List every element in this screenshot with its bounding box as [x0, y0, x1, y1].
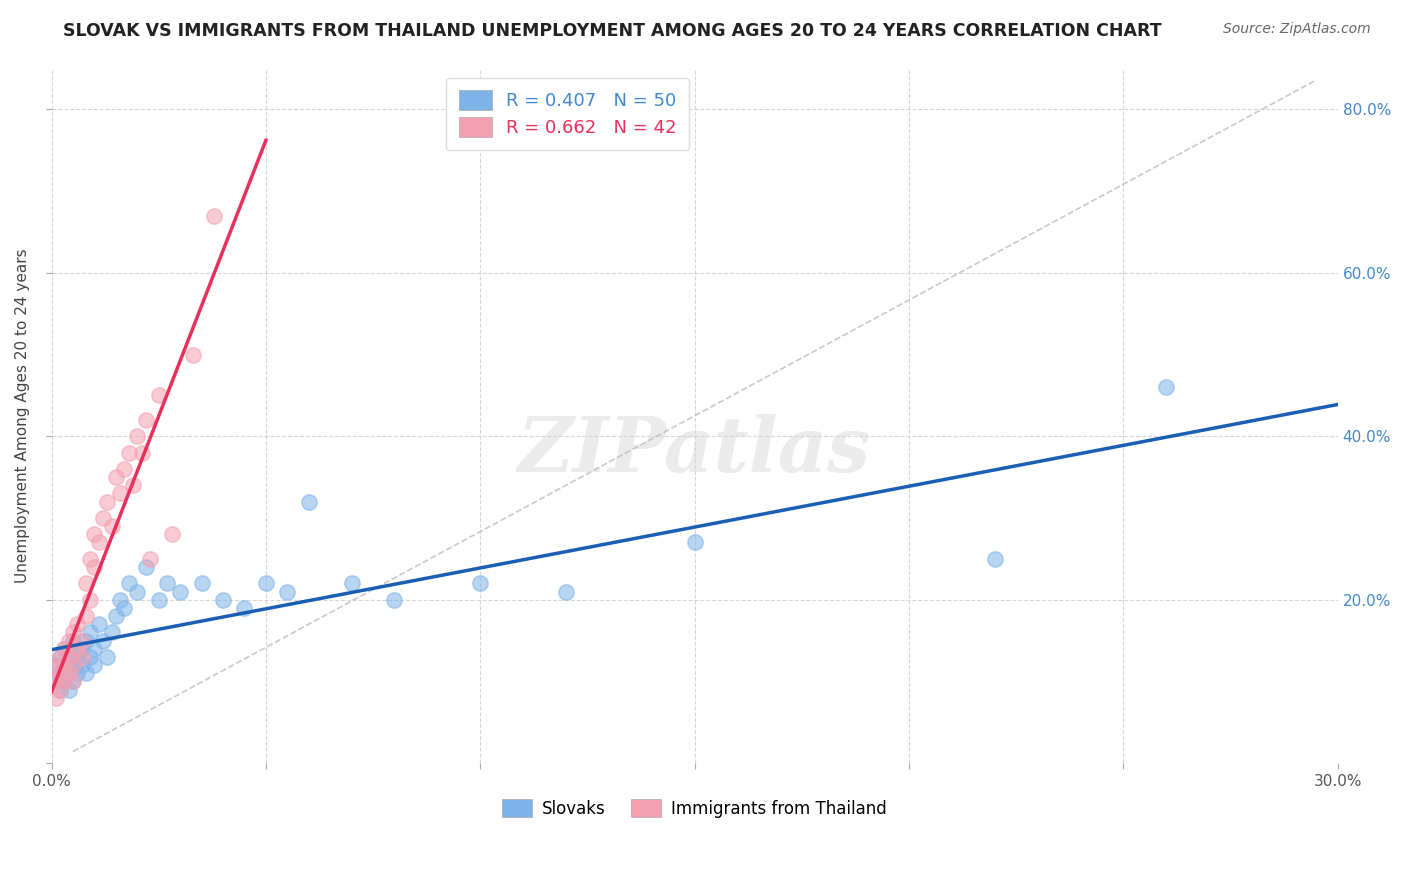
- Point: [87, 535, 110, 549]
- Point: [70, 641, 93, 656]
- Point: [58, 633, 80, 648]
- Point: [45, 690, 67, 705]
- Point: [118, 576, 141, 591]
- Point: [190, 576, 212, 591]
- Point: [555, 584, 578, 599]
- Point: [298, 494, 321, 508]
- Point: [45, 658, 67, 673]
- Point: [104, 609, 127, 624]
- Point: [66, 641, 89, 656]
- Point: [135, 560, 157, 574]
- Point: [1154, 380, 1177, 394]
- Point: [340, 576, 363, 591]
- Point: [49, 649, 72, 664]
- Point: [139, 551, 162, 566]
- Point: [75, 666, 97, 681]
- Point: [75, 609, 97, 624]
- Point: [75, 633, 97, 648]
- Point: [91, 633, 114, 648]
- Point: [87, 617, 110, 632]
- Point: [83, 641, 105, 656]
- Point: [148, 388, 170, 402]
- Point: [62, 625, 84, 640]
- Point: [104, 470, 127, 484]
- Point: [79, 592, 101, 607]
- Point: [49, 666, 72, 681]
- Y-axis label: Unemployment Among Ages 20 to 24 years: Unemployment Among Ages 20 to 24 years: [15, 249, 30, 583]
- Point: [62, 658, 84, 673]
- Point: [470, 576, 492, 591]
- Point: [108, 486, 131, 500]
- Point: [683, 535, 706, 549]
- Point: [254, 576, 277, 591]
- Point: [70, 649, 93, 664]
- Point: [233, 600, 256, 615]
- Point: [66, 617, 89, 632]
- Point: [169, 584, 191, 599]
- Point: [58, 649, 80, 664]
- Point: [49, 649, 72, 664]
- Point: [58, 666, 80, 681]
- Point: [66, 666, 89, 681]
- Point: [45, 674, 67, 689]
- Point: [148, 592, 170, 607]
- Point: [983, 551, 1005, 566]
- Point: [83, 527, 105, 541]
- Point: [49, 682, 72, 697]
- Point: [53, 641, 76, 656]
- Point: [66, 649, 89, 664]
- Point: [62, 674, 84, 689]
- Point: [384, 592, 406, 607]
- Point: [276, 584, 298, 599]
- Point: [127, 584, 149, 599]
- Point: [53, 658, 76, 673]
- Point: [49, 682, 72, 697]
- Point: [131, 445, 153, 459]
- Legend: Slovaks, Immigrants from Thailand: Slovaks, Immigrants from Thailand: [496, 792, 893, 824]
- Point: [83, 560, 105, 574]
- Point: [96, 494, 118, 508]
- Point: [100, 519, 122, 533]
- Point: [53, 674, 76, 689]
- Point: [62, 658, 84, 673]
- Point: [58, 666, 80, 681]
- Point: [108, 592, 131, 607]
- Point: [212, 592, 235, 607]
- Point: [45, 658, 67, 673]
- Point: [79, 649, 101, 664]
- Point: [156, 576, 179, 591]
- Point: [62, 674, 84, 689]
- Point: [100, 625, 122, 640]
- Point: [75, 576, 97, 591]
- Point: [53, 674, 76, 689]
- Point: [204, 209, 226, 223]
- Point: [127, 429, 149, 443]
- Point: [70, 633, 93, 648]
- Point: [96, 649, 118, 664]
- Point: [79, 625, 101, 640]
- Point: [160, 527, 183, 541]
- Point: [91, 511, 114, 525]
- Point: [181, 347, 204, 361]
- Point: [53, 641, 76, 656]
- Text: SLOVAK VS IMMIGRANTS FROM THAILAND UNEMPLOYMENT AMONG AGES 20 TO 24 YEARS CORREL: SLOVAK VS IMMIGRANTS FROM THAILAND UNEMP…: [63, 22, 1161, 40]
- Point: [135, 413, 157, 427]
- Point: [58, 682, 80, 697]
- Point: [112, 462, 135, 476]
- Point: [83, 658, 105, 673]
- Point: [118, 445, 141, 459]
- Point: [122, 478, 145, 492]
- Point: [79, 551, 101, 566]
- Point: [112, 600, 135, 615]
- Point: [53, 658, 76, 673]
- Point: [45, 674, 67, 689]
- Point: [58, 649, 80, 664]
- Text: Source: ZipAtlas.com: Source: ZipAtlas.com: [1223, 22, 1371, 37]
- Text: ZIPatlas: ZIPatlas: [517, 414, 872, 488]
- Point: [49, 666, 72, 681]
- Point: [62, 633, 84, 648]
- Point: [70, 658, 93, 673]
